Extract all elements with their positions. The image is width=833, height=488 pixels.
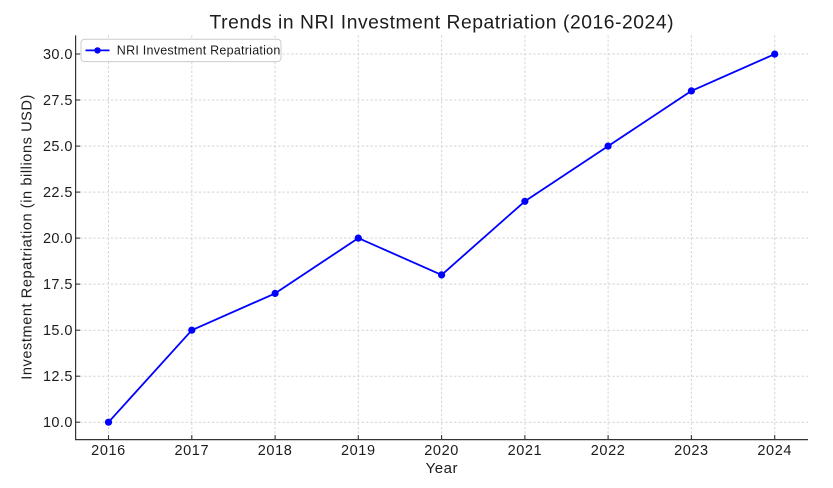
svg-text:2023: 2023 [674, 443, 709, 459]
svg-text:2019: 2019 [341, 443, 376, 459]
svg-text:2024: 2024 [757, 443, 792, 459]
svg-text:2022: 2022 [591, 443, 626, 459]
svg-text:2018: 2018 [258, 443, 293, 459]
svg-text:25.0: 25.0 [43, 139, 73, 155]
svg-text:30.0: 30.0 [43, 47, 73, 63]
svg-text:27.5: 27.5 [43, 93, 73, 109]
svg-text:2016: 2016 [91, 443, 126, 459]
svg-text:2021: 2021 [508, 443, 543, 459]
svg-text:20.0: 20.0 [43, 231, 73, 247]
svg-text:12.5: 12.5 [43, 369, 73, 385]
svg-text:NRI Investment Repatriation: NRI Investment Repatriation [117, 44, 281, 58]
svg-text:Investment Repatriation (in bi: Investment Repatriation (in billions USD… [19, 94, 35, 380]
svg-text:2020: 2020 [424, 443, 459, 459]
svg-text:17.5: 17.5 [43, 277, 73, 293]
svg-text:2017: 2017 [174, 443, 209, 459]
svg-text:Trends in NRI Investment Repat: Trends in NRI Investment Repatriation (2… [210, 12, 675, 33]
svg-text:15.0: 15.0 [43, 323, 73, 339]
svg-text:10.0: 10.0 [43, 415, 73, 431]
svg-text:22.5: 22.5 [43, 185, 73, 201]
svg-text:Year: Year [426, 460, 458, 477]
